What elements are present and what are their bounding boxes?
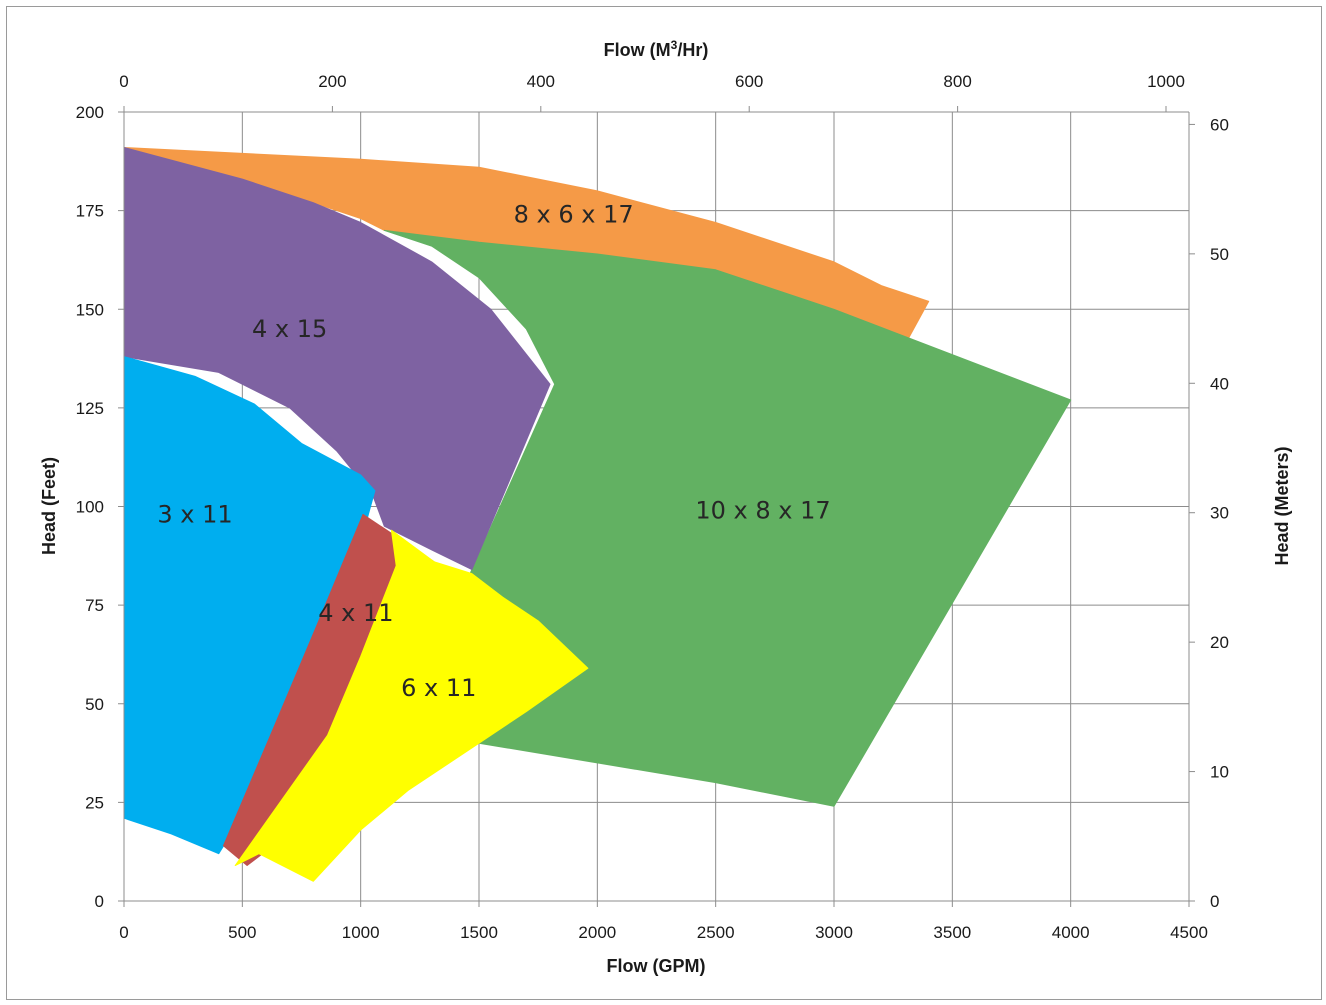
region-label: 10 x 8 x 17: [695, 496, 830, 524]
y-left-tick-label: 100: [76, 498, 104, 517]
x-top-tick-label: 200: [318, 72, 346, 91]
y-right-tick-label: 20: [1210, 633, 1229, 652]
x-bottom-tick-label: 1000: [342, 923, 380, 942]
y-left-tick-label: 175: [76, 202, 104, 221]
x-top-tick-label: 800: [943, 72, 971, 91]
y-left-tick-label: 50: [85, 695, 104, 714]
x-top-tick-label: 0: [119, 72, 128, 91]
x-axis-top-title-superscript: 3: [671, 38, 678, 52]
y-left-tick-label: 125: [76, 399, 104, 418]
x-bottom-tick-label: 0: [119, 923, 128, 942]
x-bottom-tick-label: 4500: [1170, 923, 1208, 942]
x-bottom-tick-label: 4000: [1052, 923, 1090, 942]
y-left-tick-label: 75: [85, 596, 104, 615]
region-8-x-6-x-17: [123, 147, 930, 346]
y-right-tick-label: 30: [1210, 504, 1229, 523]
x-bottom-tick-label: 2000: [578, 923, 616, 942]
region-label: 6 x 11: [401, 674, 476, 702]
x-bottom-tick-label: 2500: [697, 923, 735, 942]
region-label: 3 x 11: [157, 500, 232, 528]
region-4-x-15: [123, 147, 551, 571]
x-axis-top-title: Flow (M3/Hr): [604, 38, 709, 60]
region-label: 4 x 15: [252, 315, 327, 343]
regions: [123, 147, 1072, 882]
y-left-tick-label: 0: [95, 892, 104, 911]
x-top-tick-label: 600: [735, 72, 763, 91]
x-top-tick-label: 400: [527, 72, 555, 91]
x-bottom-tick-label: 3500: [933, 923, 971, 942]
y-left-tick-label: 150: [76, 300, 104, 319]
y-right-tick-label: 50: [1210, 245, 1229, 264]
y-right-tick-label: 60: [1210, 115, 1229, 134]
region-6-x-11: [234, 529, 589, 882]
x-bottom-tick-label: 500: [228, 923, 256, 942]
region-label: 8 x 6 x 17: [514, 200, 634, 228]
y-right-tick-label: 40: [1210, 374, 1229, 393]
y-right-tick-label: 10: [1210, 763, 1229, 782]
x-bottom-tick-label: 3000: [815, 923, 853, 942]
x-bottom-tick-label: 1500: [460, 923, 498, 942]
y-right-tick-label: 0: [1210, 892, 1219, 911]
x-axis-bottom-title: Flow (GPM): [607, 956, 706, 976]
region-label: 4 x 11: [318, 599, 393, 627]
y-axis-right-title: Head (Meters): [1272, 446, 1292, 565]
y-left-tick-label: 200: [76, 103, 104, 122]
x-top-tick-label: 1000: [1147, 72, 1185, 91]
y-axis-left-title: Head (Feet): [39, 457, 59, 555]
region-labels: 8 x 6 x 17 10 x 8 x 17 4 x 15 3 x 11 4 x 11 6…: [157, 200, 830, 701]
y-left-tick-label: 25: [85, 793, 104, 812]
